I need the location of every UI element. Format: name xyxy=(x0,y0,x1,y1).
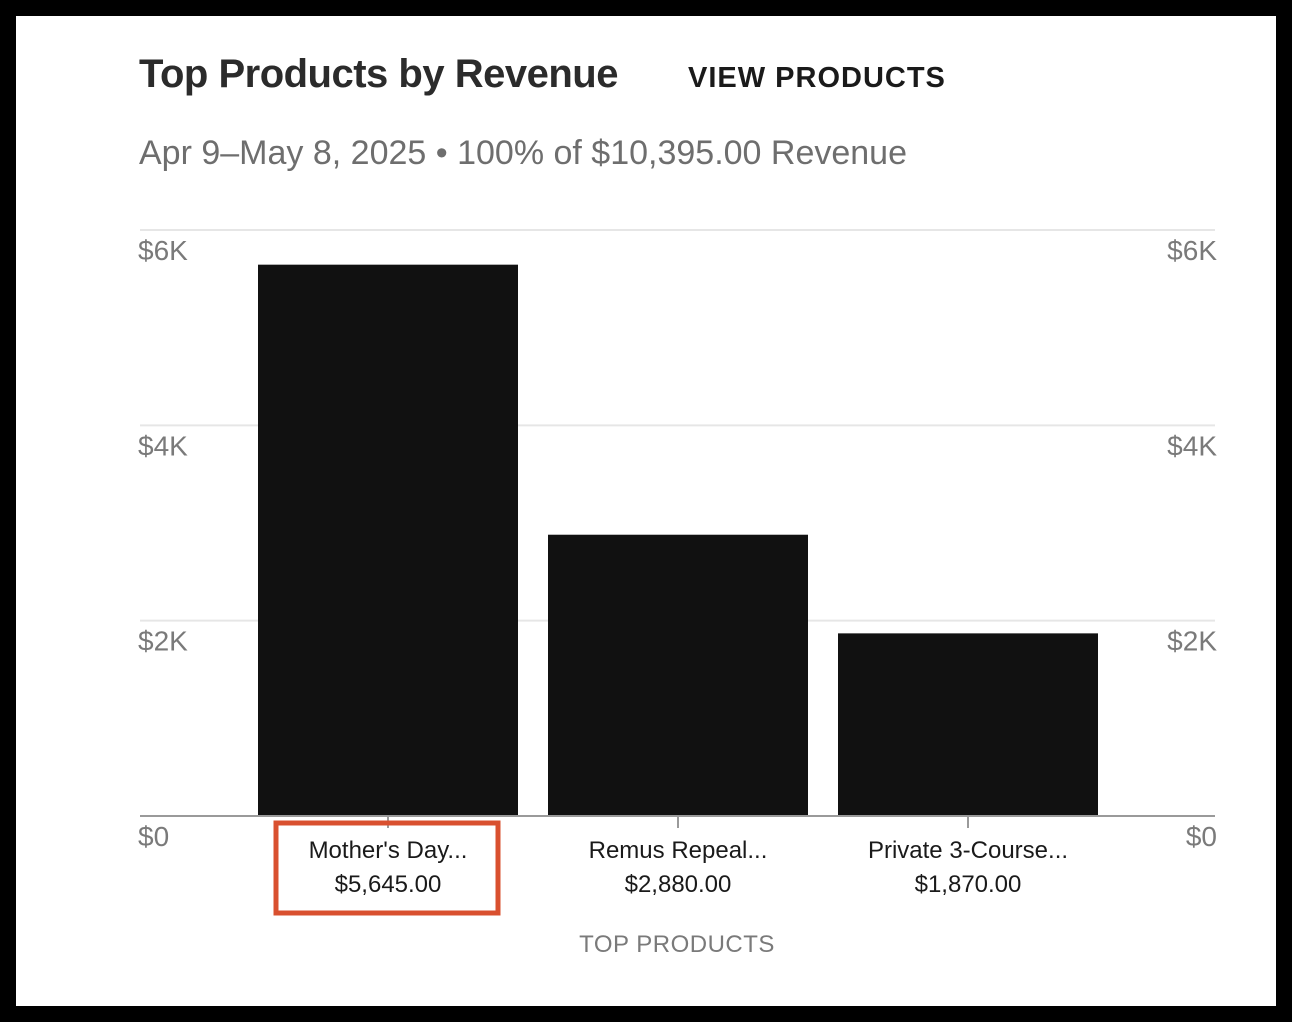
category-value-label: $1,870.00 xyxy=(915,871,1022,898)
x-axis-title: TOP PRODUCTS xyxy=(579,931,775,958)
y-tick-label-left: $2K xyxy=(138,626,188,657)
card-subtitle: Apr 9–May 8, 2025 • 100% of $10,395.00 R… xyxy=(139,134,908,172)
y-tick-label-right: $0 xyxy=(1186,821,1217,852)
y-tick-label-left: $4K xyxy=(138,430,188,461)
card-title: Top Products by Revenue xyxy=(139,52,618,96)
bar[interactable] xyxy=(548,534,808,816)
category-label: Mother's Day... xyxy=(309,837,468,864)
category-label: Private 3-Course... xyxy=(868,837,1068,864)
category-value-label: $2,880.00 xyxy=(625,871,732,898)
y-tick-label-right: $6K xyxy=(1167,235,1217,266)
view-products-link[interactable]: VIEW PRODUCTS xyxy=(688,62,946,94)
y-tick-label-left: $6K xyxy=(138,235,188,266)
category-label: Remus Repeal... xyxy=(589,837,768,864)
y-tick-label-left: $0 xyxy=(138,821,169,852)
bar[interactable] xyxy=(838,633,1098,816)
chart-card: Top Products by Revenue VIEW PRODUCTS Ap… xyxy=(16,16,1276,1006)
category-value-label: $5,645.00 xyxy=(335,871,442,898)
bar[interactable] xyxy=(258,264,518,817)
y-tick-label-right: $2K xyxy=(1167,626,1217,657)
y-tick-label-right: $4K xyxy=(1167,430,1217,461)
highlight-box xyxy=(273,820,501,916)
